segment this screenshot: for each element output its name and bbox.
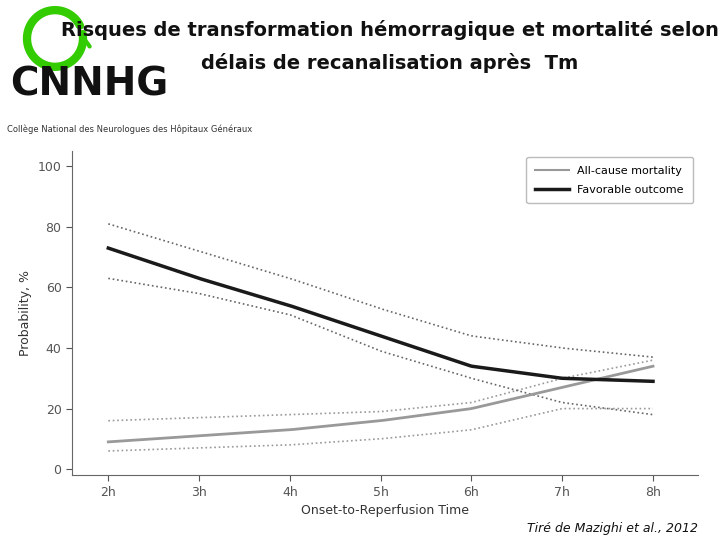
Text: CNNHG: CNNHG (10, 65, 168, 103)
Legend: All-cause mortality, Favorable outcome: All-cause mortality, Favorable outcome (526, 157, 693, 204)
Y-axis label: Probability, %: Probability, % (19, 270, 32, 356)
Text: Collège National des Neurologues des Hôpitaux Généraux: Collège National des Neurologues des Hôp… (7, 125, 253, 134)
Text: délais de recanalisation après  Tm: délais de recanalisation après Tm (202, 53, 579, 73)
Text: Tiré de Mazighi et al., 2012: Tiré de Mazighi et al., 2012 (527, 522, 698, 535)
Text: Risques de transformation hémorragique et mortalité selon: Risques de transformation hémorragique e… (61, 21, 719, 40)
X-axis label: Onset-to-Reperfusion Time: Onset-to-Reperfusion Time (301, 504, 469, 517)
